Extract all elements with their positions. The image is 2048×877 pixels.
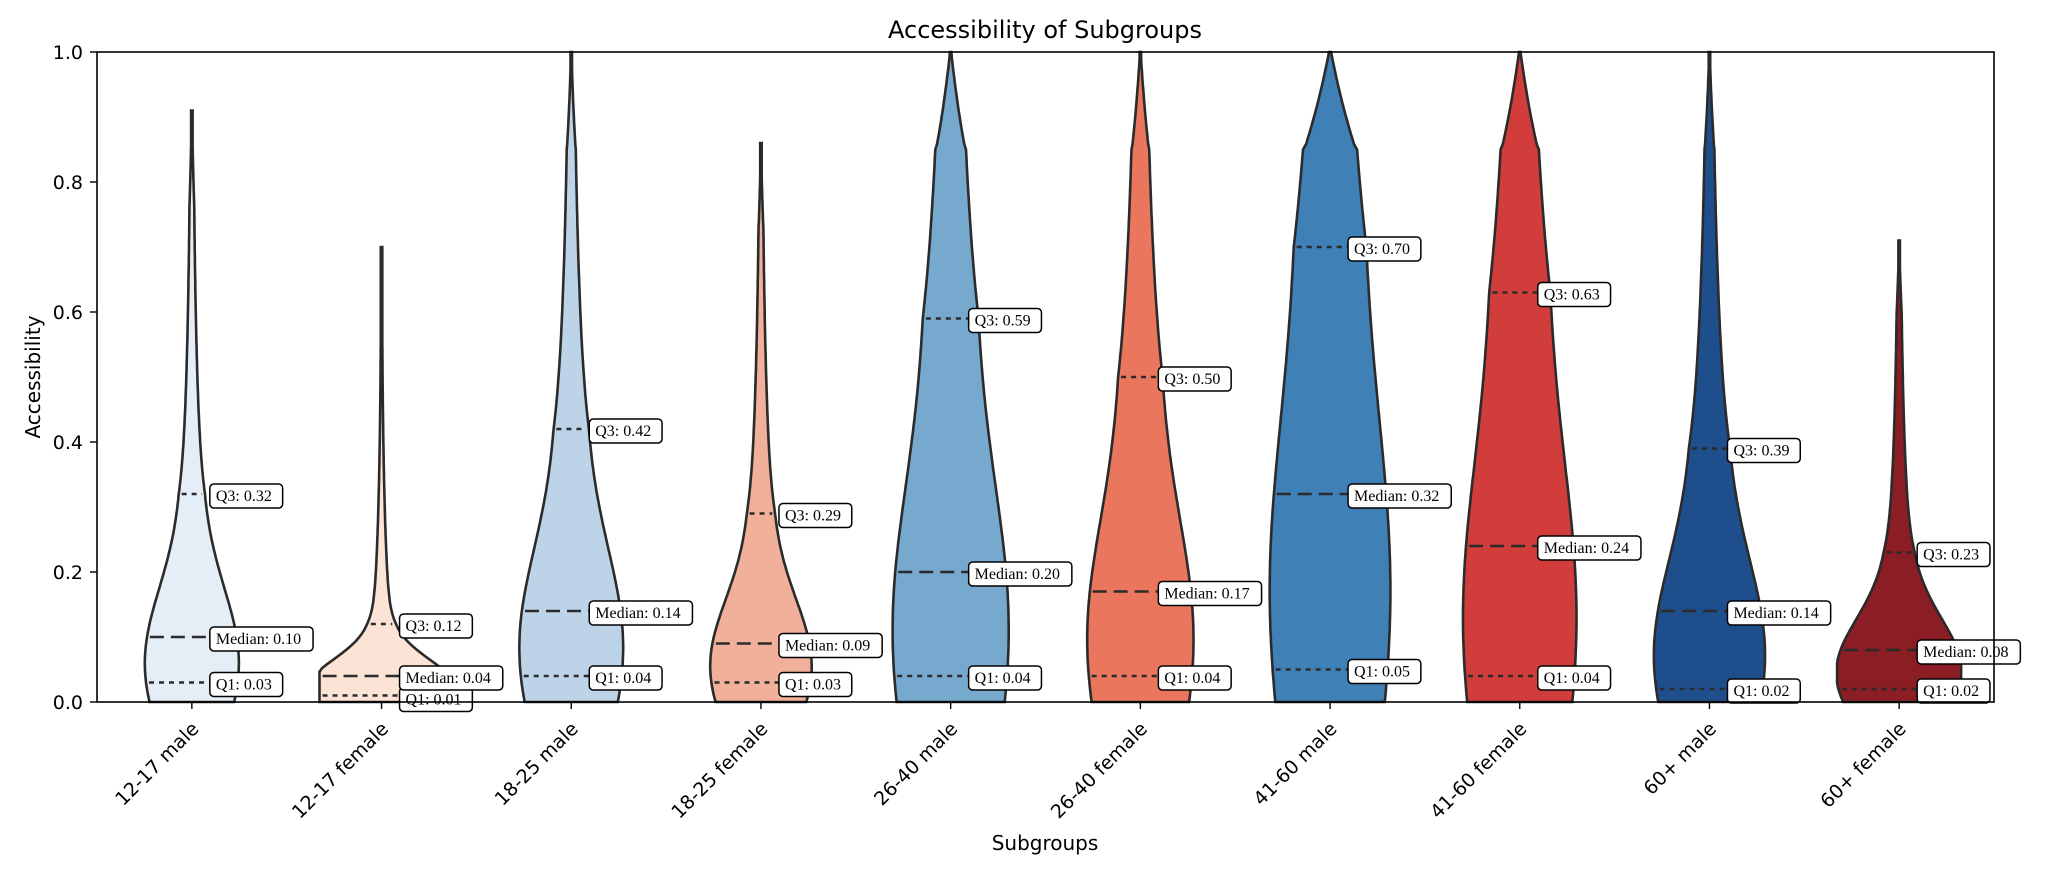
median-label-box xyxy=(209,626,314,652)
q3-label: Q3: 0.59 xyxy=(975,313,1031,330)
q3-label-box xyxy=(778,502,853,529)
median-label: Median: 0.10 xyxy=(216,631,301,648)
q1-label-box xyxy=(1537,665,1612,691)
median-label: Median: 0.08 xyxy=(1923,644,2008,661)
q3-label: Q3: 0.32 xyxy=(216,488,272,505)
y-axis-label: Accessibility xyxy=(21,315,45,438)
median-label: Median: 0.24 xyxy=(1544,540,1629,557)
q1-label: Q1: 0.03 xyxy=(216,677,272,694)
x-tick-label: 12-17 female xyxy=(288,718,393,823)
median-label: Median: 0.32 xyxy=(1354,488,1439,505)
y-tick-label: 0.8 xyxy=(53,172,83,194)
violin-body xyxy=(318,245,445,704)
q3-label-box xyxy=(398,613,474,639)
x-tick-label: 60+ male xyxy=(1639,718,1721,800)
median-label: Median: 0.14 xyxy=(595,605,680,622)
q3-label: Q3: 0.50 xyxy=(1164,371,1220,388)
median-label-box xyxy=(1726,600,1832,626)
y-tick-label: 0.2 xyxy=(53,562,83,584)
violin-body xyxy=(1461,50,1578,704)
median-label: Median: 0.04 xyxy=(406,670,491,687)
q3-label: Q3: 0.29 xyxy=(785,508,841,525)
annotation-group: Q1: 0.03 Median: 0.10 Q3: 0.32 Q1: 0.01 Medi… xyxy=(209,236,2022,713)
x-tick-label: 41-60 male xyxy=(1249,718,1341,810)
x-tick-label: 41-60 female xyxy=(1426,718,1531,823)
q1-label: Q1: 0.04 xyxy=(1164,670,1220,687)
y-tick-label: 1.0 xyxy=(53,42,83,64)
y-tick-label: 0.4 xyxy=(53,432,83,454)
violin-body xyxy=(891,50,1010,704)
q3-label-box xyxy=(1537,281,1612,308)
q3-label: Q3: 0.12 xyxy=(406,618,462,635)
median-label: Median: 0.09 xyxy=(785,638,870,655)
violin-body xyxy=(143,109,241,704)
q1-label: Q1: 0.05 xyxy=(1354,664,1410,681)
q3-label-box xyxy=(967,307,1043,334)
median-label-box xyxy=(967,561,1073,587)
median-label-box xyxy=(778,632,883,659)
q3-label: Q3: 0.42 xyxy=(595,423,651,440)
violin-body xyxy=(1835,239,1963,704)
q1-label-box xyxy=(778,671,853,698)
violin-body xyxy=(708,141,813,704)
x-tick-label: 18-25 male xyxy=(491,718,583,810)
q1-label-box xyxy=(588,665,663,691)
y-tick-label: 0.6 xyxy=(53,302,83,324)
x-tick-label: 60+ female xyxy=(1816,718,1910,812)
q1-label: Q1: 0.04 xyxy=(595,670,651,687)
q3-label-box xyxy=(1726,437,1801,464)
q1-label: Q1: 0.01 xyxy=(406,692,462,709)
x-tick-label: 26-40 female xyxy=(1047,718,1152,823)
median-label: Median: 0.14 xyxy=(1733,605,1818,622)
q1-label-box xyxy=(1347,658,1422,685)
x-axis-label: Subgroups xyxy=(992,831,1099,855)
median-label: Median: 0.20 xyxy=(975,566,1060,583)
q3-label: Q3: 0.23 xyxy=(1923,547,1979,564)
q1-label: Q1: 0.04 xyxy=(1544,670,1600,687)
violin-body xyxy=(1268,50,1392,704)
q1-label: Q1: 0.02 xyxy=(1923,683,1979,700)
median-label-box xyxy=(588,600,694,626)
plot-frame xyxy=(96,51,1995,703)
q3-label-box xyxy=(209,483,284,509)
median-label: Median: 0.17 xyxy=(1164,586,1249,603)
chart-title: Accessibility of Subgroups xyxy=(888,16,1202,44)
x-tick-label: 26-40 male xyxy=(870,718,962,810)
q1-label-box xyxy=(1157,665,1232,691)
q3-label: Q3: 0.63 xyxy=(1544,287,1600,304)
q3-label-box xyxy=(588,418,663,444)
q1-label-box xyxy=(967,665,1043,691)
y-axis: 0.0 0.2 0.4 0.6 0.8 1.0 xyxy=(53,42,97,714)
q1-label: Q1: 0.04 xyxy=(975,670,1031,687)
q1-label-box xyxy=(1726,678,1801,704)
median-label-box xyxy=(1537,535,1642,561)
x-axis: 12-17 male 12-17 female 18-25 male 18-25 fe… xyxy=(111,702,1911,823)
median-label-box xyxy=(1157,580,1263,607)
q3-label: Q3: 0.39 xyxy=(1733,443,1789,460)
q3-label-box xyxy=(1347,236,1422,262)
x-tick-label: 18-25 female xyxy=(667,718,772,823)
q3-label: Q3: 0.70 xyxy=(1354,241,1410,258)
q3-label-box xyxy=(1157,366,1232,392)
q3-label-box xyxy=(1916,541,1991,568)
q1-label: Q1: 0.02 xyxy=(1733,683,1789,700)
q1-label-box xyxy=(1916,678,1991,704)
q1-label-box xyxy=(209,671,284,698)
x-tick-label: 12-17 male xyxy=(111,718,203,810)
median-label-box xyxy=(1347,483,1453,509)
median-label-box xyxy=(398,665,504,691)
y-tick-label: 0.0 xyxy=(53,692,83,714)
violin-group xyxy=(143,50,1963,704)
q1-label: Q1: 0.03 xyxy=(785,677,841,694)
